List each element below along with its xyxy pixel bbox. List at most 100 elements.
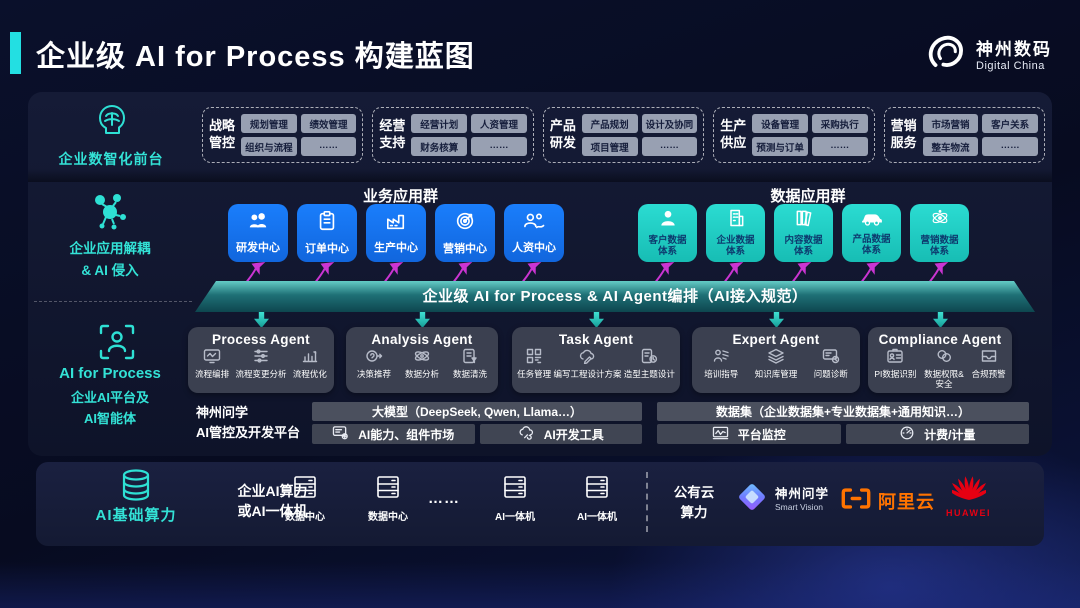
chip: 财务核算 (411, 137, 468, 156)
decision-icon (365, 348, 383, 369)
process-agent-box: Process Agent 流程编排 流程变更分析 流程优化 (188, 327, 334, 393)
group-strategy: 战略 管控 规划管理 绩效管理 组织与流程 …… (202, 107, 364, 163)
tile-customer-data: 客户数据 体系 (638, 204, 697, 262)
chip: 设备管理 (752, 114, 808, 133)
tile-marketing-data: 营销数据 体系 (910, 204, 969, 262)
group-supply: 生产 供应 设备管理 采购执行 预测与订单 …… (713, 107, 875, 163)
vertical-divider (646, 472, 648, 532)
server-icon (292, 474, 318, 505)
ellipsis-nodes: …… (428, 490, 460, 507)
focus-person-icon (98, 323, 136, 366)
user-icon (658, 208, 678, 233)
atom-icon (930, 208, 950, 233)
group-marketing: 营销 服务 市场营销 客户关系 整车物流 …… (883, 107, 1046, 163)
platform-monitor-cell: 平台监控 (657, 424, 841, 444)
chip: 绩效管理 (300, 114, 357, 133)
compliance-agent-box: Compliance Agent PI数据识别 数据权限&安全 合规预警 (868, 327, 1012, 393)
chip: 规划管理 (241, 114, 297, 133)
ai-appliance-node: AI一体机 (559, 474, 635, 523)
front-office-label: 企业数智化前台 (58, 151, 164, 167)
chip: 人资管理 (471, 114, 527, 133)
chip-ellipsis: …… (471, 137, 527, 156)
public-cloud-label: 公有云 算力 (673, 485, 715, 520)
model-cells: AI能力、组件市场 AI开发工具 (312, 424, 642, 444)
id-card-icon (886, 348, 904, 369)
building-icon (726, 208, 746, 233)
task-agent-box: Task Agent 任务管理 编写工程设计方案 造型主题设计 (512, 327, 680, 393)
expert-agent-box: Expert Agent 培训指导 知识库管理 问题诊断 (692, 327, 860, 393)
logo-text-cn: 神州数码 (976, 40, 1052, 59)
analysis-agent-box: Analysis Agent 决策推荐 数据分析 数据清洗 (346, 327, 498, 393)
chip: 客户关系 (982, 114, 1039, 133)
monitor-pulse-icon (712, 425, 729, 443)
books-icon (794, 208, 814, 233)
server-icon (375, 474, 401, 505)
aliyun-bracket-icon (840, 487, 872, 515)
business-group-title: 业务应用群 (362, 188, 438, 205)
aliyun-logo: 阿里云 (840, 487, 935, 515)
infra-label: AI基础算力 (95, 507, 177, 524)
tile-order-center: 订单中心 (297, 204, 357, 262)
market-icon (332, 425, 349, 443)
tile-enterprise-data: 企业数据 体系 (706, 204, 765, 262)
tile-marketing-center: 营销中心 (435, 204, 495, 262)
optimize-bars-icon (301, 348, 319, 369)
shelf-divider (28, 169, 1052, 182)
datacenter-node: 数据中心 (350, 474, 426, 523)
car-icon (860, 209, 884, 232)
factory-icon (385, 211, 407, 236)
chip: 经营计划 (411, 114, 468, 133)
server-icon (502, 474, 528, 505)
doc-filter-icon (461, 348, 479, 369)
data-app-tiles: 客户数据 体系 企业数据 体系 内容数据 体系 产品数据 体系 营销数据 体系 (638, 204, 969, 262)
enterprise-compute-label: 企业AI算力 或AI一体机 (237, 483, 308, 520)
huawei-logo: HUAWEI (946, 474, 991, 518)
platform-name: 神州问学 AI管控及开发平台 (196, 405, 301, 441)
group-operation: 经营 支持 经营计划 人资管理 财务核算 …… (372, 107, 534, 163)
chip: 市场营销 (922, 114, 979, 133)
chip: 采购执行 (811, 114, 868, 133)
chip: 预测与订单 (752, 137, 808, 156)
flow-monitor-icon (203, 348, 221, 369)
logo-text-en: Digital China (976, 60, 1045, 73)
people-icon (246, 211, 270, 236)
target-icon (454, 210, 476, 237)
tile-content-data: 内容数据 体系 (774, 204, 833, 262)
design-clock-icon (640, 348, 658, 369)
ai-devtools-cell: AI开发工具 (479, 424, 642, 444)
chip-ellipsis: …… (641, 137, 698, 156)
digital-china-logo: 神州数码 Digital China (923, 32, 1052, 81)
tile-hr-center: 人资中心 (504, 204, 564, 262)
chip-ellipsis: …… (811, 137, 868, 156)
left-dashed-divider (34, 301, 192, 302)
molecule-icon (90, 193, 130, 238)
chip: 产品规划 (581, 114, 638, 133)
background-glow-bottom (0, 562, 1080, 608)
business-app-tiles: 研发中心 订单中心 生产中心 营销中心 人资中心 (228, 204, 564, 262)
chip-ellipsis: …… (300, 137, 357, 156)
ai-capability-cell: AI能力、组件市场 (312, 424, 475, 444)
layers-icon (767, 348, 785, 369)
page-title: 企业级 AI for Process 构建蓝图 (36, 41, 475, 73)
ai-appliance-node: AI一体机 (477, 474, 553, 523)
title-accent-bar (10, 32, 21, 74)
hr-people-icon (522, 211, 546, 236)
sliders-icon (252, 348, 270, 369)
brain-icon (92, 103, 132, 150)
server-icon (584, 474, 610, 505)
chip-ellipsis: …… (982, 137, 1039, 156)
aifp-label-title: AI for Process (59, 365, 161, 382)
dataset-cells: 平台监控 计费/计量 (657, 424, 1029, 444)
devtools-icon (518, 425, 535, 443)
decouple-label: 企业应用解耦 & AI 侵入 (69, 241, 151, 278)
metering-cell: 计费/计量 (845, 424, 1029, 444)
dataset-bar: 数据集（企业数据集+专业数据集+通用知识…） (657, 402, 1029, 421)
datacenter-node: 数据中心 (267, 474, 343, 523)
tile-rd-center: 研发中心 (228, 204, 288, 262)
orchestration-bar: 企业级 AI for Process & AI Agent编排（AI接入规范） (195, 281, 1035, 312)
data-group-title: 数据应用群 (770, 188, 846, 205)
gauge-icon (899, 425, 915, 443)
training-icon (712, 348, 730, 369)
front-office-groups: 战略 管控 规划管理 绩效管理 组织与流程 …… 经营 支持 经营计划 人资管理 财… (202, 107, 1046, 163)
